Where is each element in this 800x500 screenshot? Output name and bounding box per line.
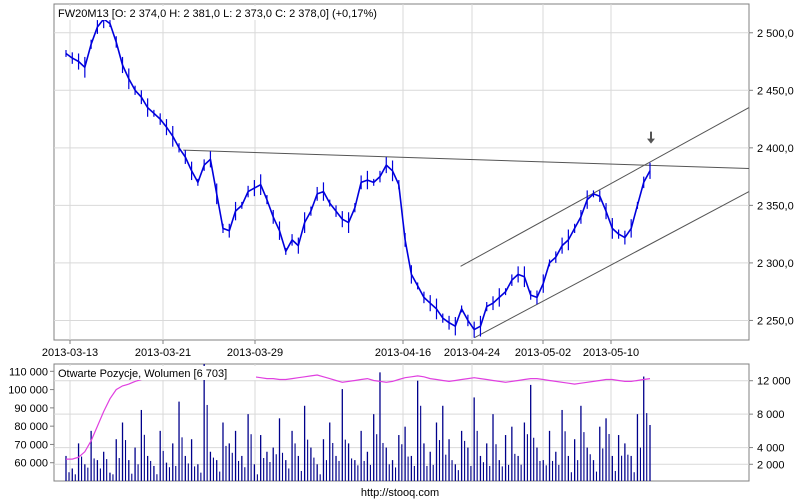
open-interest-axis-labels: 110 000 100 000 90 000 80 000 70 000 60 000 bbox=[8, 366, 54, 470]
price-y-tick-label: 2 400,0 bbox=[757, 143, 794, 155]
price-plot-frame bbox=[53, 3, 750, 341]
price-y-tick-label: 2 500,0 bbox=[757, 28, 794, 40]
open-interest-tick-label: 60 000 bbox=[14, 458, 48, 470]
price-x-tick-label: 2013-04-24 bbox=[444, 347, 500, 359]
open-interest-tick-label: 100 000 bbox=[8, 385, 48, 397]
volume-panel-title: Otwarte Pozycje, Wolumen [6 703] bbox=[58, 368, 227, 380]
price-x-tick-label: 2013-03-13 bbox=[42, 347, 98, 359]
volume-title-bg bbox=[56, 366, 256, 380]
open-interest-tick-label: 70 000 bbox=[14, 439, 48, 451]
trendline-channel-lower bbox=[474, 191, 750, 339]
price-title-bg bbox=[56, 6, 356, 20]
arrow-head bbox=[647, 138, 655, 144]
price-y-tick-label: 2 350,0 bbox=[757, 200, 794, 212]
open-interest-tick-label: 80 000 bbox=[14, 421, 48, 433]
volume-panel: 110 000 100 000 90 000 80 000 70 000 60 000 1… bbox=[8, 363, 791, 482]
price-x-tick-label: 2013-03-29 bbox=[227, 347, 283, 359]
volume-tick-label: 2 000 bbox=[757, 459, 785, 471]
price-x-tick-label: 2013-05-02 bbox=[515, 347, 571, 359]
price-y-tick-label: 2 250,0 bbox=[757, 315, 794, 327]
price-y-tick-label: 2 300,0 bbox=[757, 258, 794, 270]
open-interest-tick-label: 110 000 bbox=[9, 366, 48, 378]
price-x-axis-labels: 2013-03-13 2013-03-21 2013-03-29 2013-04-16… bbox=[42, 340, 639, 359]
footer-url[interactable]: http://stooq.com bbox=[361, 487, 439, 499]
price-y-tick-label: 2 450,0 bbox=[757, 85, 794, 97]
price-x-tick-label: 2013-05-10 bbox=[583, 347, 639, 359]
price-x-tick-label: 2013-03-21 bbox=[135, 347, 191, 359]
volume-tick-label: 4 000 bbox=[757, 443, 785, 455]
price-x-tick-label: 2013-04-16 bbox=[375, 347, 431, 359]
volume-bars bbox=[65, 364, 651, 481]
price-grid bbox=[54, 4, 749, 340]
price-series bbox=[65, 9, 651, 338]
price-panel: 2 250,0 2 300,0 2 350,0 2 400,0 2 450,0 2 500… bbox=[42, 3, 794, 359]
price-y-axis-labels: 2 250,0 2 300,0 2 350,0 2 400,0 2 450,0 2 500… bbox=[749, 28, 794, 327]
price-line bbox=[65, 18, 651, 331]
trendline-channel-upper bbox=[460, 107, 750, 267]
price-title: FW20M13 [O: 2 374,0 H: 2 381,0 L: 2 373,… bbox=[58, 8, 377, 20]
volume-tick-label: 8 000 bbox=[757, 409, 785, 421]
down-arrow-marker bbox=[647, 131, 655, 144]
volume-axis-labels: 12 000 8 000 4 000 2 000 bbox=[749, 376, 791, 471]
trendlines bbox=[183, 107, 750, 339]
volume-tick-label: 12 000 bbox=[757, 376, 791, 388]
open-interest-tick-label: 90 000 bbox=[14, 403, 48, 415]
trendline-resistance bbox=[183, 149, 750, 170]
